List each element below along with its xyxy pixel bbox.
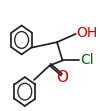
- Text: Cl: Cl: [80, 54, 94, 67]
- Text: O: O: [56, 70, 68, 85]
- Text: OH: OH: [76, 26, 98, 40]
